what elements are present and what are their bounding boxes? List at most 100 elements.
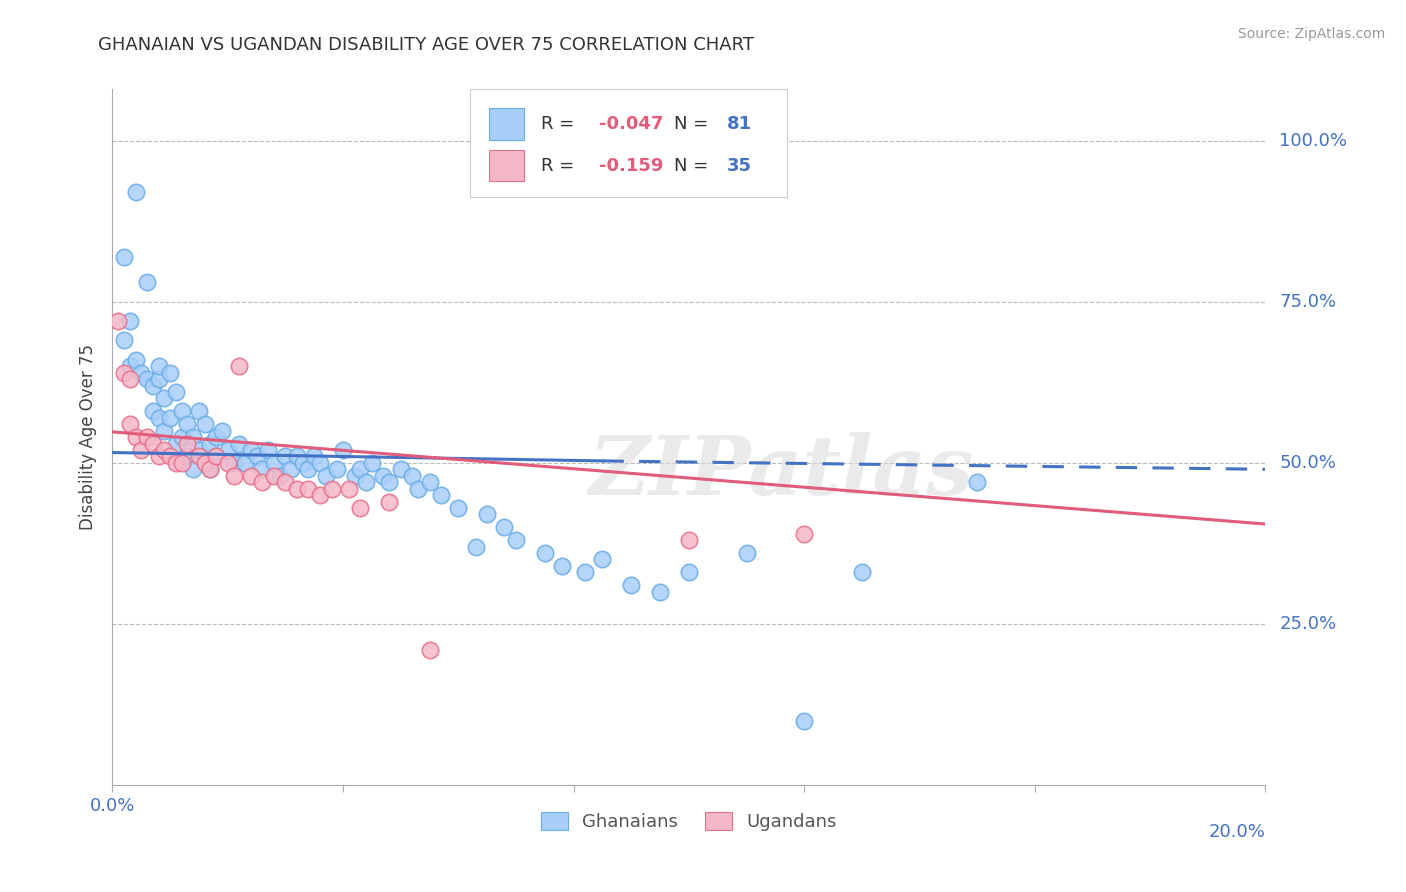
Point (274, 450, 297, 464)
Point (124, 352, 146, 367)
Point (153, 424, 176, 438)
Text: R =: R = (541, 115, 581, 133)
Point (326, 462, 349, 476)
Point (650, 584, 672, 599)
Point (170, 404, 193, 418)
Point (315, 468, 337, 483)
Point (200, 462, 222, 476)
Point (124, 186, 146, 200)
Point (200, 436, 222, 450)
Point (153, 392, 176, 406)
Point (107, 314, 129, 328)
Point (200, 462, 222, 476)
Point (159, 450, 181, 464)
Point (176, 417, 198, 432)
Point (505, 533, 527, 548)
Point (494, 520, 516, 534)
Point (309, 488, 332, 502)
Point (205, 430, 228, 444)
Point (349, 500, 371, 515)
Point (966, 475, 988, 490)
Point (378, 475, 401, 490)
Point (735, 546, 758, 560)
Point (592, 552, 614, 566)
Point (793, 714, 815, 728)
Point (129, 366, 153, 380)
Point (194, 417, 217, 432)
Point (447, 500, 470, 515)
Text: ZIPatlas: ZIPatlas (589, 432, 974, 512)
Text: 100.0%: 100.0% (1279, 132, 1347, 150)
Point (159, 410, 181, 425)
Point (378, 494, 401, 508)
Point (142, 378, 165, 392)
Text: 35: 35 (727, 157, 752, 175)
Point (142, 436, 165, 450)
Point (678, 566, 700, 580)
Point (228, 436, 250, 450)
Point (332, 442, 354, 457)
Point (136, 430, 159, 444)
Point (297, 462, 319, 476)
Point (430, 488, 453, 502)
Point (257, 442, 280, 457)
Point (343, 468, 366, 483)
FancyBboxPatch shape (489, 150, 524, 181)
Point (211, 424, 233, 438)
Point (159, 366, 181, 380)
Point (170, 430, 193, 444)
Point (118, 314, 141, 328)
Point (574, 566, 596, 580)
Point (285, 482, 308, 496)
Point (246, 450, 269, 464)
Point (419, 642, 441, 657)
Text: Source: ZipAtlas.com: Source: ZipAtlas.com (1237, 27, 1385, 41)
Point (401, 468, 423, 483)
Point (188, 404, 211, 418)
Point (285, 450, 308, 464)
Point (239, 442, 262, 457)
Point (360, 456, 382, 470)
Point (136, 372, 159, 386)
Text: R =: R = (541, 157, 581, 175)
Point (274, 475, 297, 490)
Point (321, 482, 343, 496)
Point (112, 366, 135, 380)
Point (118, 359, 141, 374)
Point (304, 450, 326, 464)
Point (551, 558, 574, 573)
Point (148, 372, 170, 386)
Text: 20.0%: 20.0% (1209, 823, 1265, 841)
Point (188, 450, 211, 464)
Point (153, 442, 176, 457)
Point (620, 578, 643, 592)
Point (297, 482, 319, 496)
Text: GHANAIAN VS UGANDAN DISABILITY AGE OVER 75 CORRELATION CHART: GHANAIAN VS UGANDAN DISABILITY AGE OVER … (98, 36, 755, 54)
Text: 50.0%: 50.0% (1279, 454, 1336, 472)
Point (222, 468, 245, 483)
Point (389, 462, 412, 476)
Point (252, 462, 274, 476)
Point (228, 359, 250, 374)
FancyBboxPatch shape (489, 108, 524, 140)
Point (165, 436, 187, 450)
Point (176, 450, 198, 464)
Point (263, 468, 285, 483)
Point (118, 372, 141, 386)
Point (678, 533, 700, 548)
Point (291, 456, 314, 470)
Point (252, 475, 274, 490)
Point (534, 546, 557, 560)
Point (205, 450, 228, 464)
Text: -0.159: -0.159 (599, 157, 664, 175)
Point (176, 436, 198, 450)
Point (148, 450, 170, 464)
Text: -0.047: -0.047 (599, 115, 664, 133)
Point (309, 456, 332, 470)
Point (475, 508, 499, 522)
Point (148, 359, 170, 374)
Point (373, 468, 395, 483)
Point (194, 456, 217, 470)
Point (170, 456, 193, 470)
Text: N =: N = (673, 115, 714, 133)
